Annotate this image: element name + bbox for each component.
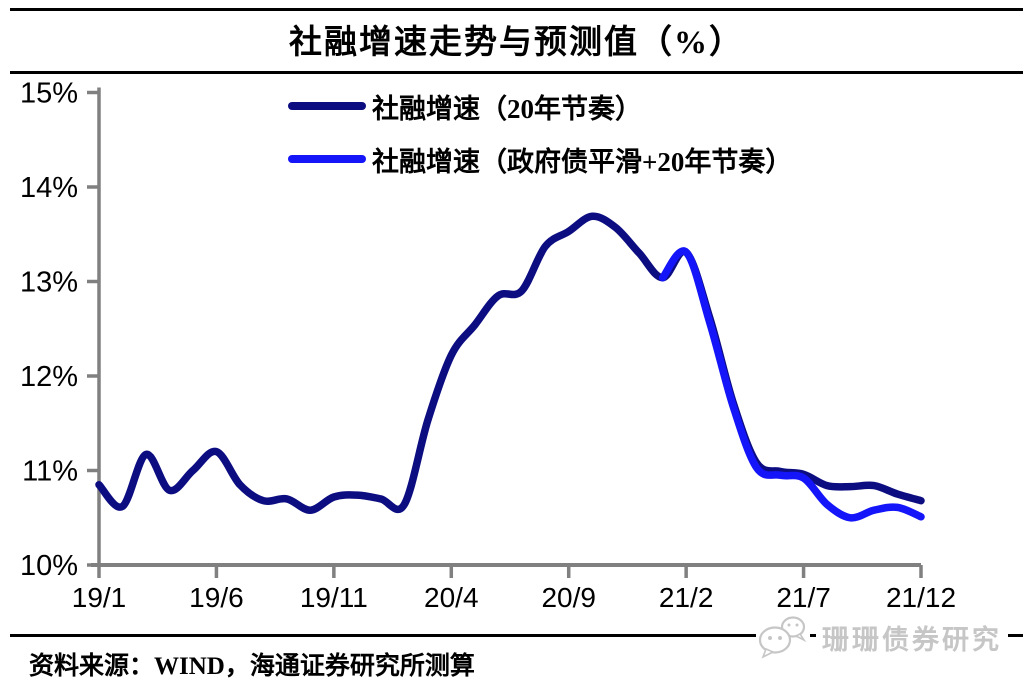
x-tick-label: 20/4 [424, 582, 479, 613]
legend-label-blue: 社融增速（政府债平滑+20年节奏） [372, 146, 793, 177]
x-tick-label: 21/2 [659, 582, 714, 613]
legend-item-navy: 社融增速（20年节奏） [288, 88, 792, 124]
y-tick-label: 14% [20, 172, 78, 204]
y-tick-label: 15% [20, 78, 78, 110]
bottom-divider [10, 634, 1023, 637]
x-tick-label: 21/7 [776, 582, 831, 613]
y-tick-label: 11% [22, 456, 78, 488]
series-line-0 [95, 212, 925, 514]
legend-line-navy-swatch [288, 102, 366, 110]
y-tick-label: 12% [20, 361, 78, 393]
watermark-text: 珊珊债券研究 [816, 617, 1008, 657]
x-tick-label: 19/6 [189, 582, 244, 613]
title-divider [10, 71, 1023, 74]
x-tick-label: 21/12 [886, 582, 956, 613]
x-tick-label: 20/9 [541, 582, 596, 613]
source-note: 资料来源：WIND，海通证券研究所测算 [29, 653, 475, 680]
x-tick-label: 19/11 [300, 582, 368, 613]
legend-label-navy: 社融增速（20年节奏） [372, 93, 642, 124]
x-tick-label: 19/1 [72, 582, 127, 613]
legend-item-blue: 社融增速（政府债平滑+20年节奏） [288, 141, 792, 177]
watermark: 珊珊债券研究 [756, 614, 1030, 660]
y-tick-label: 10% [20, 550, 78, 582]
chart-title: 社融增速走势与预测值（%） [289, 25, 744, 61]
chat-bubbles-icon [756, 615, 810, 659]
legend-line-blue-swatch [288, 155, 366, 163]
chart-legend: 社融增速（20年节奏） 社融增速（政府债平滑+20年节奏） [288, 88, 792, 194]
y-tick-label: 13% [20, 267, 78, 299]
top-divider [10, 8, 1023, 11]
series-line-1 [658, 247, 925, 522]
